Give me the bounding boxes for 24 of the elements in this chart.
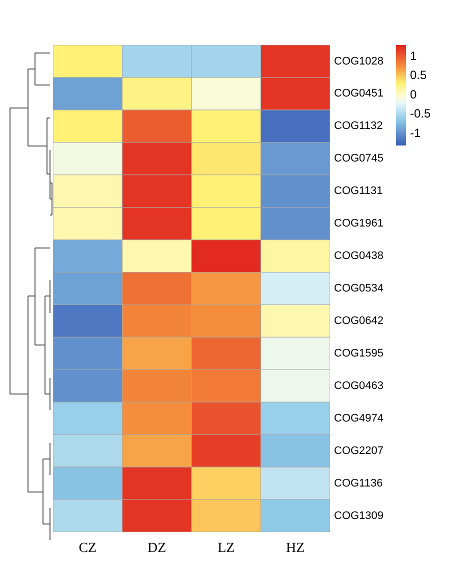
y-tick-label: COG1136 [334, 477, 383, 490]
y-tick-label: COG0534 [334, 282, 384, 295]
color-bar-label: 1 [410, 48, 417, 63]
y-tick-label: COG0642 [334, 315, 384, 327]
y-tick-label: COG0463 [334, 380, 384, 392]
y-tick-label: COG1131 [334, 185, 383, 198]
color-bar-label: -0.5 [410, 106, 432, 121]
y-tick-label: COG0438 [334, 250, 384, 262]
color-bar-label: -1 [410, 126, 421, 140]
y-tick-label: COG1132 [334, 120, 383, 132]
x-tick-label: CZ [78, 541, 97, 556]
y-tick-label: COG0451 [334, 88, 384, 100]
y-tick-label: COG0745 [334, 152, 384, 165]
y-tick-label: COG1961 [334, 218, 384, 230]
x-tick-label: DZ [148, 541, 166, 556]
x-tick-label: LZ [218, 541, 235, 556]
y-tick-label: COG1309 [334, 510, 384, 522]
x-tick-label: HZ [286, 541, 305, 556]
color-bar-label: 0 [410, 87, 417, 102]
color-bar-label: 0.5 [410, 68, 428, 82]
y-tick-label: COG4974 [334, 412, 384, 424]
y-tick-label: COG1595 [334, 347, 384, 360]
y-tick-label: COG2207 [334, 444, 384, 457]
y-tick-label: COG1028 [334, 55, 384, 68]
